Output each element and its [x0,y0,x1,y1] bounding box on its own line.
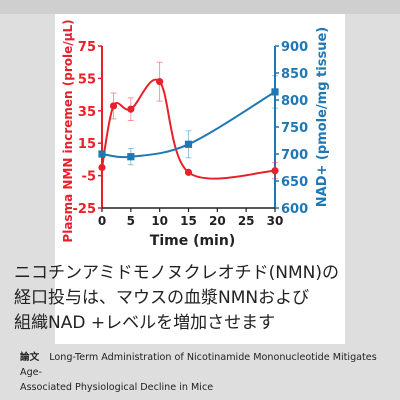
data-point [127,153,135,161]
data-point [98,163,106,172]
caption: ニコチンアミドモノヌクレオチド(NMN)の 経口投与は、マウスの血漿NMNおよび… [14,261,392,336]
left-tick-label: -25 [73,202,97,217]
x-tick-label: 15 [180,214,197,228]
x-tick-label: 20 [209,214,226,228]
left-tick-label: 15 [78,137,96,152]
right-tick-label: 650 [281,175,308,190]
paper-reference: 論文 Long-Term Administration of Nicotinami… [20,350,390,395]
left-tick-label: 55 [78,72,96,87]
data-point [271,167,279,175]
y-axis-label-left: Plasma NMN incremen (prole/μL) [61,19,75,242]
x-tick-label: 25 [238,214,255,228]
caption-line-3: 組織NAD +レベルを増加させます [14,313,276,333]
series-2-line [101,91,276,159]
right-tick-label: 850 [281,67,308,82]
right-tick-label: 700 [281,148,308,163]
data-point [184,168,193,176]
left-tick-label: -5 [82,170,96,185]
data-point [127,105,135,113]
x-tick-label: 5 [127,214,135,228]
right-tick-label: 600 [281,202,308,217]
right-tick-label: 750 [281,121,308,136]
caption-line-2: 経口投与は、マウスの血漿NMNおよび [14,288,310,308]
paper-title-text-1: Long-Term Administration of Nicotinamide… [20,352,377,378]
data-point [98,150,106,158]
x-tick-label: 10 [151,214,168,228]
right-tick-label: 900 [281,40,308,55]
data-point [109,102,118,110]
series-1-line [101,78,276,180]
data-point [271,88,279,96]
data-point [156,78,164,86]
y-axis-label-right: NAD+ (pmole/mg tissue) [315,27,330,207]
top-strip [0,0,400,14]
paper-title-line-1: 論文 Long-Term Administration of Nicotinami… [20,350,390,380]
paper-tag: 論文 [20,352,40,363]
left-tick-label: 75 [78,40,96,55]
left-tick-label: 35 [78,105,96,120]
right-tick-label: 800 [281,94,308,109]
data-point [184,140,193,148]
x-tick-label: 0 [98,214,106,228]
caption-line-1: ニコチンアミドモノヌクレオチド(NMN)の [14,263,340,283]
paper-title-line-2: Associated Physiological Decline in Mice [20,382,214,393]
x-tick-label: 30 [267,214,284,228]
chart: -25 -5 15 35 55 75 600 650 700 750 800 850 900 0 5 10 15… [61,19,330,249]
x-axis-label: Time (min) [150,233,235,249]
figure-card [55,14,345,344]
